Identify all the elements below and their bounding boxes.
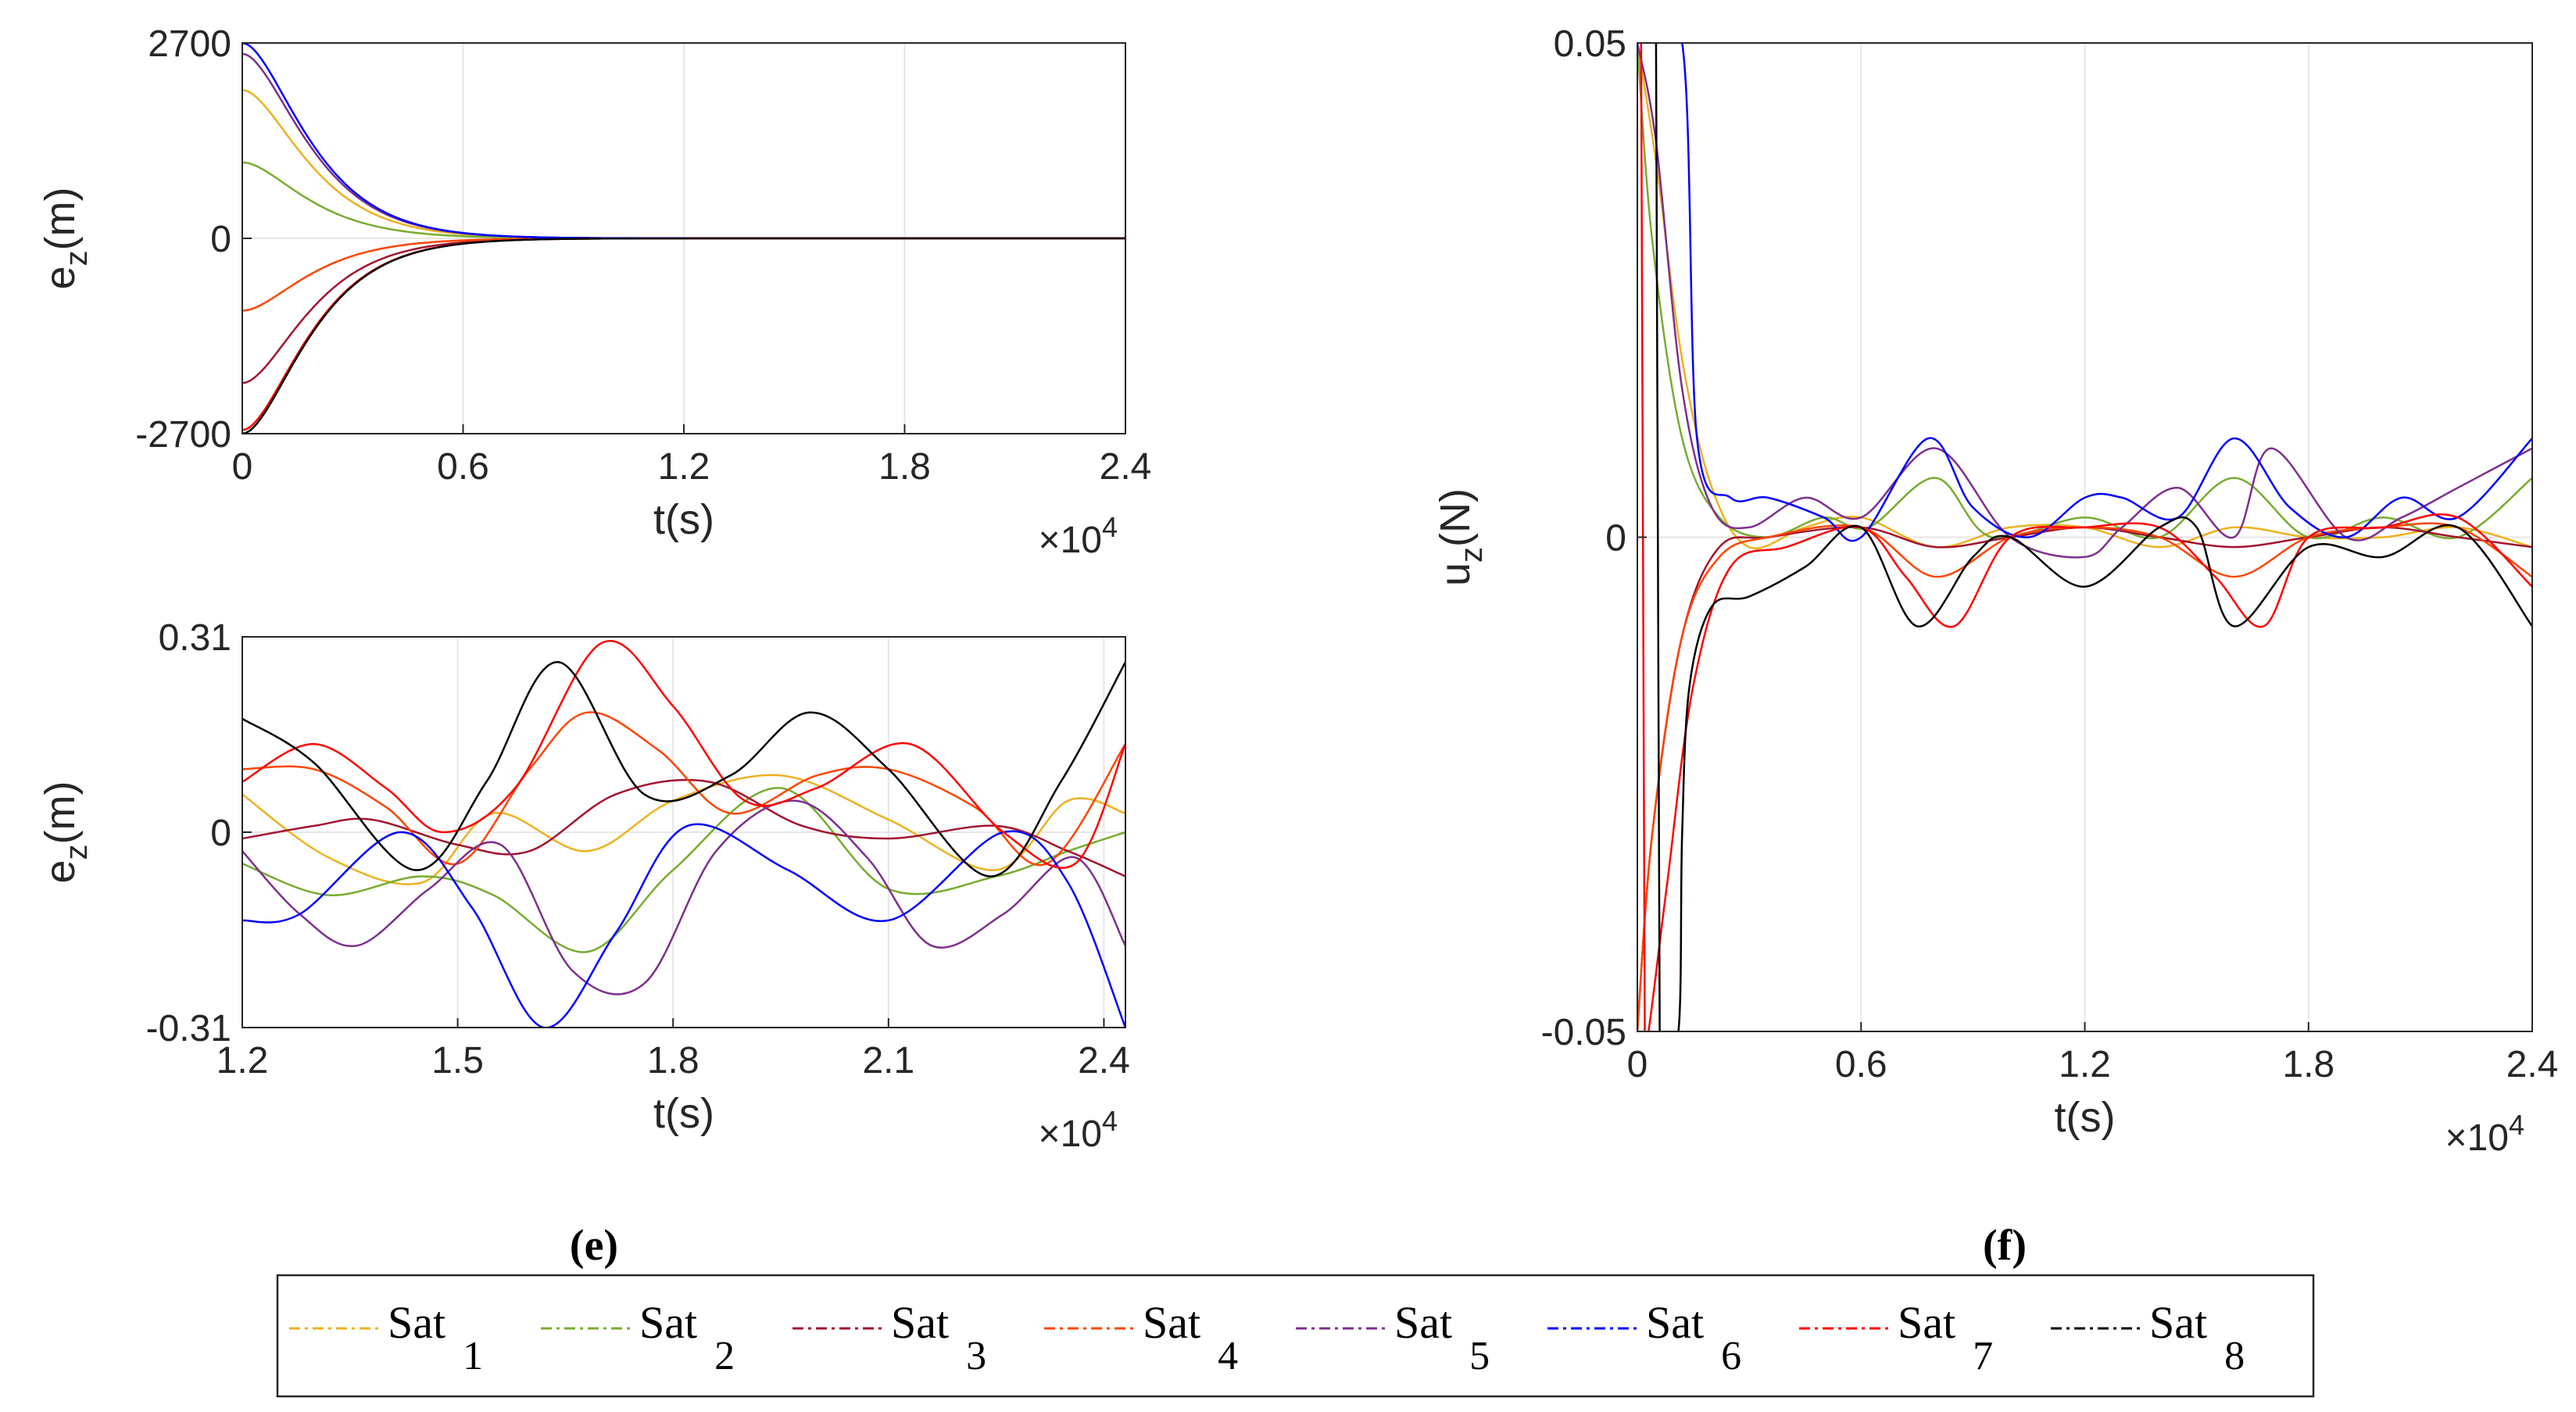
- series-group: [1637, 43, 2532, 1031]
- subfigure-label-f: (f): [1983, 1221, 2027, 1270]
- series-line-sat-5: [242, 799, 1125, 996]
- legend-label-sub: 3: [966, 1334, 986, 1378]
- series-group: [242, 43, 1125, 434]
- x-axis-label: t(s): [653, 1090, 714, 1137]
- legend-label-sub: 7: [1973, 1334, 1993, 1378]
- series-line-sat-8: [242, 237, 1125, 434]
- series-line-sat-8: [242, 661, 1125, 878]
- x-tick-label: 1.2: [2059, 1044, 2111, 1085]
- x-multiplier-exponent: 4: [1102, 1105, 1118, 1137]
- legend-label: Sat 6: [1646, 1297, 1741, 1378]
- legend-label: Sat 7: [1898, 1297, 1993, 1378]
- y-tick-label: -0.31: [146, 1008, 231, 1049]
- y-axis-label: ez(m): [37, 781, 94, 884]
- x-tick-label: 1.2: [658, 446, 710, 488]
- legend-label-main: Sat: [2149, 1297, 2207, 1348]
- legend-label-main: Sat: [1646, 1297, 1704, 1348]
- x-multiplier-exponent: 4: [2509, 1109, 2524, 1141]
- x-tick-label: 0: [1627, 1044, 1648, 1085]
- x-tick-label: 1.2: [216, 1040, 269, 1081]
- x-tick-label: 0: [232, 446, 253, 488]
- y-label-main: e: [37, 860, 84, 883]
- legend-label-main: Sat: [1143, 1297, 1200, 1348]
- y-tick-label: 2700: [148, 23, 231, 65]
- legend-label-main: Sat: [891, 1297, 949, 1348]
- x-multiplier: ×104: [1039, 511, 1118, 561]
- legend-item-sat-2: Sat 2: [541, 1297, 735, 1378]
- x-multiplier-base: ×10: [1039, 520, 1102, 561]
- x-tick-label: 1.8: [878, 446, 931, 488]
- series-group: [242, 640, 1125, 1028]
- series-line-sat-7: [242, 640, 1125, 869]
- legend-label-sub: 4: [1218, 1334, 1238, 1378]
- x-tick-label: 0.6: [437, 446, 489, 488]
- x-tick-label: 2.4: [1078, 1040, 1130, 1081]
- y-label-unit: (N): [1432, 488, 1479, 547]
- y-label-main: e: [37, 266, 84, 289]
- legend-label-sub: 8: [2224, 1334, 2245, 1378]
- legend: Sat 1 Sat 2 Sat 3 Sat 4 Sat 5 Sat 6 Sat 7 Sat 8: [276, 1274, 2315, 1398]
- subfigure-label-e: (e): [570, 1221, 618, 1270]
- x-multiplier: ×104: [2445, 1109, 2524, 1159]
- x-tick-label: 1.5: [431, 1040, 484, 1081]
- legend-label-main: Sat: [1898, 1297, 1955, 1348]
- legend-item-sat-1: Sat 1: [289, 1297, 483, 1378]
- legend-label-main: Sat: [388, 1297, 445, 1348]
- series-line-sat-6: [1637, 43, 2532, 542]
- legend-item-sat-7: Sat 7: [1799, 1297, 1993, 1378]
- x-multiplier-base: ×10: [2445, 1117, 2509, 1159]
- y-label-unit: (m): [37, 188, 84, 251]
- legend-item-sat-8: Sat 8: [2051, 1297, 2245, 1378]
- legend-label: Sat 4: [1143, 1297, 1238, 1378]
- legend-label-sub: 2: [714, 1334, 735, 1378]
- legend-label-main: Sat: [639, 1297, 697, 1348]
- legend-item-sat-3: Sat 3: [792, 1297, 986, 1378]
- y-tick-label: 0.05: [1554, 23, 1626, 65]
- x-multiplier: ×104: [1039, 1105, 1118, 1155]
- x-axis-label: t(s): [2055, 1094, 2116, 1141]
- y-axis-label: ez(m): [37, 188, 94, 290]
- legend-item-sat-5: Sat 5: [1296, 1297, 1490, 1378]
- x-tick-label: 2.1: [862, 1040, 914, 1081]
- legend-label: Sat 5: [1394, 1297, 1490, 1378]
- y-tick-label: -0.05: [1541, 1012, 1626, 1053]
- legend-label-sub: 1: [463, 1334, 483, 1378]
- y-label-unit: (m): [37, 781, 84, 845]
- chart-bottom-left: 1.2 1.5 1.8 2.1 2.4 -0.31 0 0.31 t(s) ×104 ez(m): [37, 617, 1130, 1155]
- y-label-main: u: [1432, 563, 1479, 586]
- legend-label: Sat 8: [2149, 1297, 2245, 1378]
- x-tick-label: 2.4: [1100, 446, 1152, 488]
- legend-label-sub: 6: [1721, 1334, 1741, 1378]
- legend-label-sub: 5: [1469, 1334, 1490, 1378]
- legend-label: Sat 3: [891, 1297, 986, 1378]
- series-line-sat-6: [242, 823, 1125, 1028]
- y-axis-label: uz(N): [1432, 488, 1489, 586]
- x-multiplier-exponent: 4: [1102, 511, 1118, 543]
- x-axis-label: t(s): [653, 496, 714, 543]
- y-tick-label: -2700: [135, 414, 231, 456]
- legend-label: Sat 1: [388, 1297, 483, 1378]
- series-line-sat-8: [1637, 43, 2532, 1031]
- x-multiplier-base: ×10: [1039, 1114, 1102, 1155]
- y-tick-label: 0: [210, 219, 231, 260]
- y-tick-label: 0.31: [159, 617, 231, 659]
- x-tick-label: 1.8: [2282, 1044, 2334, 1085]
- y-label-sub: z: [1454, 547, 1489, 563]
- legend-item-sat-6: Sat 6: [1547, 1297, 1741, 1378]
- y-tick-label: 0: [210, 813, 231, 854]
- x-tick-label: 2.4: [2506, 1044, 2559, 1085]
- legend-item-sat-4: Sat 4: [1044, 1297, 1238, 1378]
- x-tick-label: 1.8: [647, 1040, 699, 1081]
- legend-label-main: Sat: [1394, 1297, 1452, 1348]
- y-tick-label: 0: [1605, 518, 1626, 559]
- x-tick-label: 0.6: [1835, 1044, 1887, 1085]
- y-label-sub: z: [59, 844, 94, 860]
- y-label-sub: z: [59, 250, 94, 266]
- legend-box: [276, 1274, 2315, 1398]
- series-line-sat-7: [1637, 43, 2532, 1031]
- legend-label: Sat 2: [639, 1297, 735, 1378]
